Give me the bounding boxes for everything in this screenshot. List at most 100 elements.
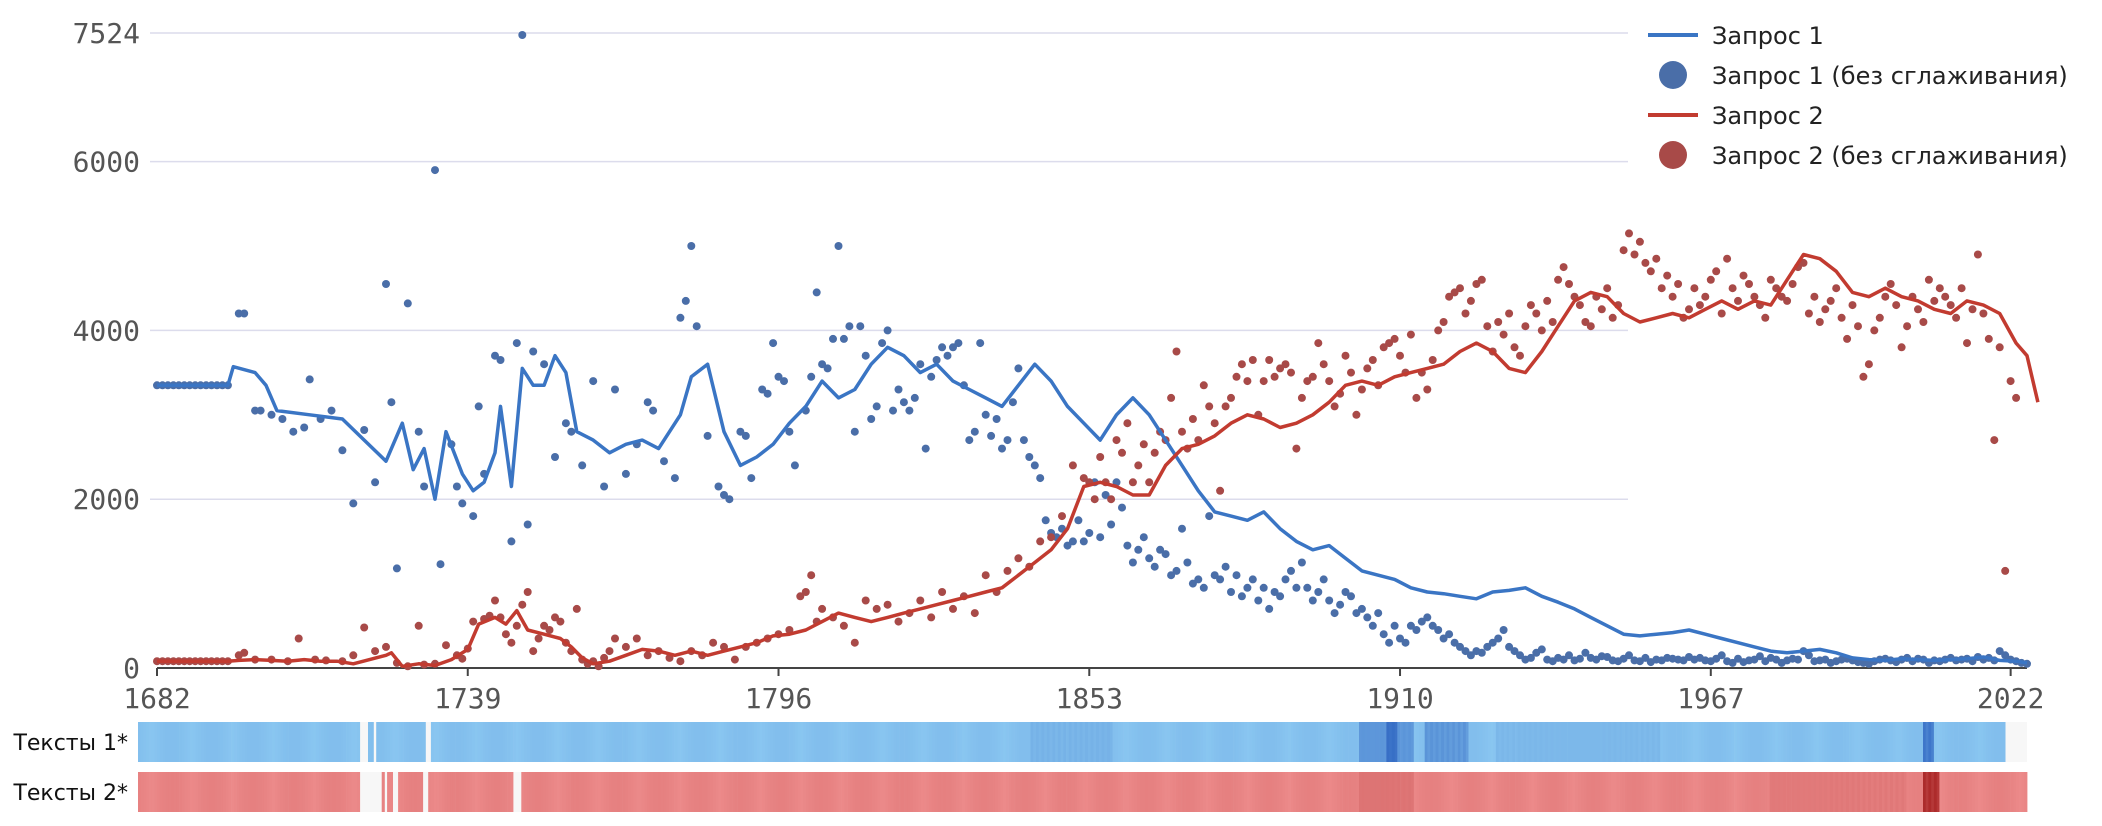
strip-cell	[526, 722, 530, 762]
strip-cell	[1389, 722, 1393, 762]
strip-cell	[1690, 722, 1694, 762]
strip-cell	[1695, 722, 1699, 762]
strip-cell	[1153, 722, 1157, 762]
strip-cell	[1531, 722, 1535, 762]
strip-cell	[682, 772, 686, 812]
data-point	[1107, 520, 1116, 529]
strip-cell	[1197, 722, 1201, 762]
data-point	[1232, 571, 1241, 580]
strip-cell	[1860, 722, 1864, 762]
data-point	[1521, 322, 1530, 331]
strip-cell	[1140, 722, 1144, 762]
strip-cell	[899, 722, 903, 762]
strip-cell	[337, 722, 341, 762]
strip-cell	[1818, 772, 1822, 812]
strip-cell	[1632, 722, 1636, 762]
strip-cell	[1728, 772, 1732, 812]
data-point	[458, 654, 467, 663]
strip-cell	[1005, 722, 1009, 762]
strip-cell	[600, 772, 604, 812]
strip-cell	[704, 772, 708, 812]
data-point	[872, 604, 881, 613]
strip-cell	[157, 722, 161, 762]
strip-cell	[636, 722, 640, 762]
strip-cell	[1709, 722, 1713, 762]
data-point	[1794, 655, 1802, 664]
strip-cell	[652, 722, 656, 762]
strip-cell	[1164, 772, 1168, 812]
strip-cell	[414, 722, 418, 762]
data-point	[1368, 356, 1377, 364]
strip-cell	[565, 772, 569, 812]
strip-cell	[603, 772, 607, 812]
strip-cell	[1049, 722, 1053, 762]
strip-cell	[1230, 722, 1234, 762]
strip-cell	[877, 772, 881, 812]
strip-cell	[214, 772, 218, 812]
data-point	[1123, 541, 1132, 550]
strip-cell	[986, 722, 990, 762]
strip-cell	[800, 772, 804, 812]
strip-cell	[1014, 772, 1018, 812]
strip-cell	[1909, 722, 1913, 762]
strip-cell	[795, 722, 799, 762]
strip-cell	[622, 722, 626, 762]
strip-cell	[1827, 772, 1831, 812]
strip-cell	[1293, 722, 1297, 762]
strip-cell	[1662, 722, 1666, 762]
strip-cell	[723, 722, 727, 762]
data-point	[414, 427, 423, 436]
strip-cell	[786, 722, 790, 762]
strip-cell	[239, 772, 243, 812]
strip-cell	[570, 772, 574, 812]
strip-cell	[745, 772, 749, 812]
strip-cell	[502, 722, 506, 762]
strip-cell	[480, 722, 484, 762]
strip-cell	[1463, 772, 1467, 812]
data-point	[534, 634, 543, 643]
strip-cell	[1840, 772, 1844, 812]
data-point	[1107, 495, 1116, 504]
data-point	[1183, 558, 1192, 567]
strip-cell	[285, 772, 289, 812]
strip-cell	[1244, 772, 1248, 812]
strip-cell	[1227, 772, 1231, 812]
strip-cell	[918, 722, 922, 762]
data-point	[1276, 364, 1285, 373]
strip-cell	[1356, 722, 1360, 762]
data-point	[1450, 638, 1459, 647]
strip-cell	[280, 722, 284, 762]
strip-cell	[211, 772, 215, 812]
strip-cell	[743, 772, 747, 812]
strip-cell	[866, 722, 870, 762]
strip-cell	[1208, 722, 1212, 762]
strip-cell	[929, 772, 933, 812]
strip-cell	[931, 722, 935, 762]
strip-cell	[970, 722, 974, 762]
strip-cell	[1936, 722, 1940, 762]
strip-cell	[923, 722, 927, 762]
strip-cell	[231, 722, 235, 762]
strip-cell	[313, 722, 317, 762]
data-point	[1532, 309, 1541, 318]
data-point	[1385, 339, 1394, 348]
strip-cell	[461, 722, 465, 762]
strip-cell	[518, 722, 522, 762]
strip-cell	[860, 722, 864, 762]
strip-cell	[671, 722, 675, 762]
strip-cell	[573, 772, 577, 812]
strip-cell	[1761, 772, 1765, 812]
data-point	[725, 495, 734, 504]
strip-cell	[556, 772, 560, 812]
strip-cell	[1955, 722, 1959, 762]
strip-cell	[154, 722, 158, 762]
strip-cell	[1088, 722, 1092, 762]
strip-cell	[1725, 772, 1729, 812]
strip-cell	[1942, 722, 1946, 762]
data-point	[1150, 448, 1159, 457]
strip-cell	[759, 772, 763, 812]
data-point	[1139, 533, 1148, 542]
strip-cell	[190, 772, 194, 812]
strip-cell	[343, 772, 347, 812]
strip-cell	[1370, 772, 1374, 812]
